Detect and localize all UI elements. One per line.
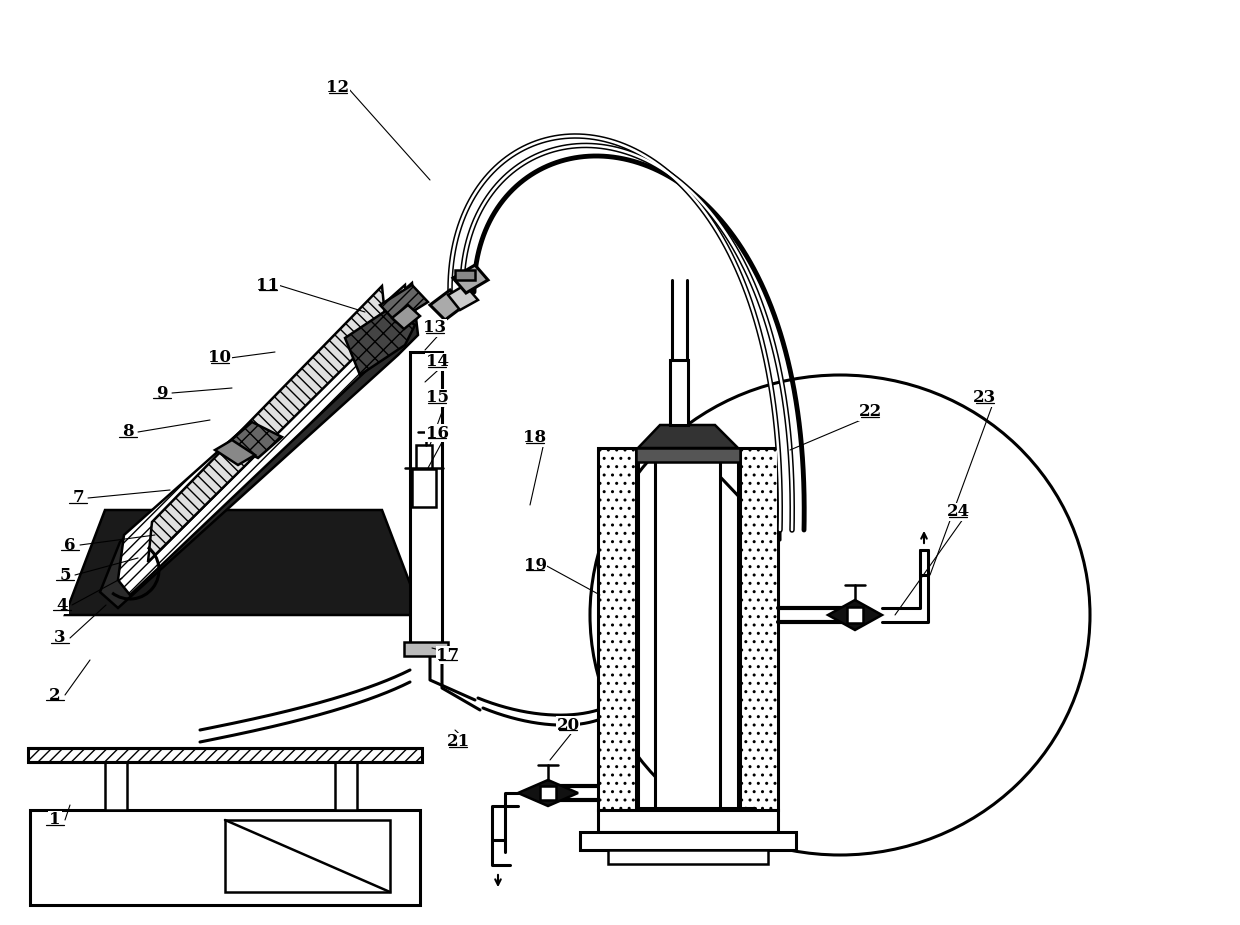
Text: 7: 7 xyxy=(72,489,84,507)
Text: 13: 13 xyxy=(423,319,446,337)
Text: 11: 11 xyxy=(257,277,279,293)
Polygon shape xyxy=(598,448,636,810)
Text: 12: 12 xyxy=(326,80,350,96)
Polygon shape xyxy=(455,270,475,280)
Text: 24: 24 xyxy=(946,503,970,521)
Text: 20: 20 xyxy=(557,717,579,734)
Polygon shape xyxy=(415,445,432,469)
Text: 14: 14 xyxy=(425,353,449,371)
Text: 16: 16 xyxy=(425,425,449,441)
Polygon shape xyxy=(448,285,477,310)
Text: 4: 4 xyxy=(56,597,68,613)
Polygon shape xyxy=(228,422,281,458)
Text: 18: 18 xyxy=(523,429,547,447)
Text: 9: 9 xyxy=(156,385,167,401)
Polygon shape xyxy=(412,469,436,507)
Text: 5: 5 xyxy=(60,566,71,584)
Polygon shape xyxy=(379,285,428,322)
Polygon shape xyxy=(598,810,777,832)
Polygon shape xyxy=(670,360,688,425)
Text: 21: 21 xyxy=(446,734,470,750)
Polygon shape xyxy=(847,607,863,623)
Polygon shape xyxy=(518,780,578,806)
Polygon shape xyxy=(740,448,777,810)
Text: 17: 17 xyxy=(436,647,460,663)
Polygon shape xyxy=(656,450,719,808)
Polygon shape xyxy=(580,832,796,850)
Polygon shape xyxy=(64,510,422,615)
Polygon shape xyxy=(224,820,391,892)
Polygon shape xyxy=(608,850,768,864)
Polygon shape xyxy=(345,308,415,375)
Polygon shape xyxy=(639,425,738,448)
Polygon shape xyxy=(30,810,420,905)
Polygon shape xyxy=(392,305,420,329)
Polygon shape xyxy=(410,352,441,650)
Polygon shape xyxy=(828,600,882,630)
Polygon shape xyxy=(148,286,386,562)
Polygon shape xyxy=(335,762,357,810)
Text: 6: 6 xyxy=(64,536,76,553)
Polygon shape xyxy=(404,642,448,656)
Text: 10: 10 xyxy=(208,350,232,366)
Polygon shape xyxy=(29,748,422,762)
Polygon shape xyxy=(453,265,489,293)
Text: 23: 23 xyxy=(973,389,997,406)
Polygon shape xyxy=(105,762,126,810)
Polygon shape xyxy=(539,786,556,800)
Text: 3: 3 xyxy=(55,630,66,647)
Polygon shape xyxy=(430,290,465,320)
Text: 22: 22 xyxy=(858,403,882,421)
Polygon shape xyxy=(100,283,418,608)
Text: 19: 19 xyxy=(523,557,547,574)
Text: 8: 8 xyxy=(123,424,134,440)
Polygon shape xyxy=(636,448,740,462)
Polygon shape xyxy=(215,440,255,465)
Text: 15: 15 xyxy=(425,389,449,406)
Text: 1: 1 xyxy=(50,811,61,829)
Text: 2: 2 xyxy=(50,686,61,704)
Polygon shape xyxy=(118,285,408,595)
